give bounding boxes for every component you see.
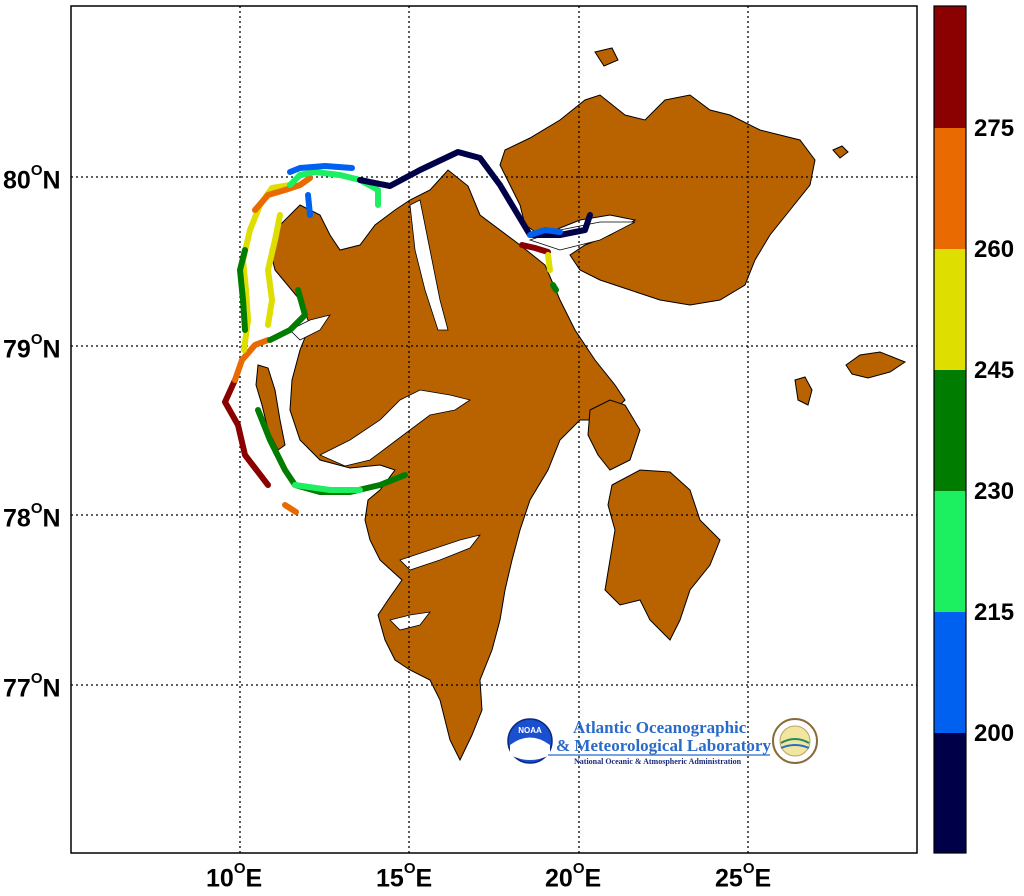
grid-lines	[71, 6, 917, 853]
colorbar-segment-2	[934, 128, 966, 249]
longitude-label-10e: 10OE	[206, 860, 263, 893]
prins-karls-forland-landmass	[255, 364, 286, 451]
small-island-1	[794, 376, 813, 406]
kongsfjorden	[289, 314, 331, 341]
edgeoya-landmass	[604, 469, 721, 641]
colorbar-label-230: 230	[974, 478, 1015, 505]
fjord-layer	[289, 199, 636, 631]
track-segment-blue-fjord	[305, 192, 313, 218]
colorbar-label-260: 260	[974, 236, 1015, 263]
wijdefjorden	[409, 199, 449, 331]
kvitoya-landmass	[845, 351, 907, 379]
track-segment-orange-south	[282, 502, 299, 515]
colorbar-border	[933, 5, 967, 854]
track-segment-green-east	[550, 282, 559, 293]
colorbar-segment-3	[934, 249, 966, 370]
colorbar-segment-5	[934, 491, 966, 612]
noaa-badge-text: NOAA	[518, 726, 542, 735]
track-segment-yellow-west	[240, 182, 293, 353]
track-segment-darkred-east	[519, 242, 551, 255]
track-segment-blue-east	[527, 227, 563, 238]
track-segment-orange-west	[232, 337, 271, 383]
map-border	[70, 5, 918, 854]
ship-track	[222, 149, 593, 515]
colorbar-segment-4	[934, 370, 966, 491]
aoml-seal	[772, 718, 818, 764]
colorbar-segment-7	[934, 733, 966, 853]
small-island-2	[832, 145, 849, 159]
noaa-logo: NOAA	[507, 718, 770, 764]
latitude-label-78n: 78ON	[3, 500, 61, 533]
track-segment-darkred-west	[222, 377, 271, 488]
longitude-label-15e: 15OE	[376, 860, 433, 893]
colorbar-label-215: 215	[974, 599, 1015, 626]
small-island-3	[594, 47, 619, 67]
latitude-label-77n: 77ON	[3, 670, 61, 703]
colorbar-label-275: 275	[974, 115, 1015, 142]
logo-title-line1: Atlantic Oceanographic	[573, 718, 747, 737]
colorbar	[933, 5, 967, 854]
track-segment-lightgreen-north	[287, 169, 381, 208]
logo-title-line2: & Meteorological Laboratory	[556, 736, 771, 755]
track-segment-lightgreen-south	[292, 482, 363, 493]
track-segment-blue-north	[287, 163, 355, 175]
colorbar-label-245: 245	[974, 357, 1015, 384]
hornsund	[389, 611, 431, 631]
track-segment-green-kongsfjord	[267, 287, 308, 343]
barentsoya-landmass	[587, 399, 641, 471]
colorbar-segment-1	[934, 6, 966, 128]
track-segment-yellow-east	[545, 252, 553, 273]
colorbar-segment-6	[934, 612, 966, 733]
logo-subtitle: National Oceanic & Atmospheric Administr…	[574, 757, 742, 766]
van-mijenfjorden	[399, 534, 482, 571]
colorbar-label-200: 200	[974, 720, 1015, 747]
longitude-label-20e: 20OE	[545, 860, 602, 893]
isfjorden	[319, 389, 471, 467]
longitude-label-25e: 25OE	[715, 860, 772, 893]
track-segment-orange-north	[252, 175, 313, 213]
track-segment-green-west	[237, 247, 248, 333]
latitude-label-79n: 79ON	[3, 331, 61, 364]
latitude-label-80n: 80ON	[3, 162, 61, 195]
track-segment-darkblue-east	[357, 149, 593, 238]
track-segment-yellow-inner	[265, 212, 283, 328]
